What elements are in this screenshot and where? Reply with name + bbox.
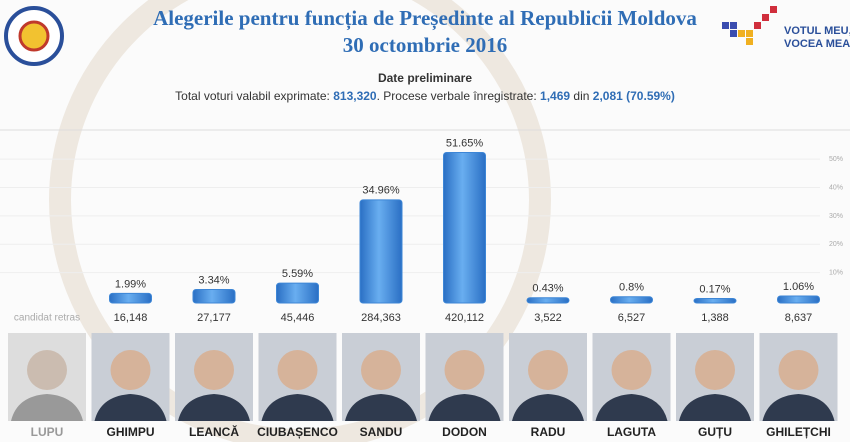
- candidate-name: GHILEȚCHI: [766, 425, 831, 439]
- photo-head: [361, 350, 401, 390]
- stats-value: 2,081: [593, 89, 623, 103]
- photo-head: [444, 350, 485, 390]
- photo-body: [261, 394, 334, 421]
- candidate-photo: [509, 333, 587, 421]
- photo-head: [194, 350, 234, 390]
- y-tick-label: 20%: [829, 241, 843, 248]
- candidate-name: SANDU: [360, 425, 403, 439]
- photo-body: [512, 394, 584, 421]
- value-label: 5.59%: [282, 268, 313, 280]
- bar: [443, 152, 486, 304]
- photo-head: [695, 350, 735, 390]
- y-tick-label: 10%: [829, 269, 843, 276]
- bar: [526, 297, 570, 304]
- y-tick-label: 50%: [829, 156, 843, 163]
- value-label: 1.99%: [115, 278, 146, 290]
- candidate-name: LAGUTA: [607, 425, 656, 439]
- candidate-photo: [8, 333, 86, 421]
- photo-body: [762, 394, 835, 421]
- value-label: 51.65%: [446, 137, 484, 149]
- y-tick-label: 40%: [829, 184, 843, 191]
- vote-count: 8,637: [785, 312, 813, 324]
- photo-body: [178, 394, 250, 421]
- stats-value: (70.59%): [626, 89, 675, 103]
- seal-watermark: [49, 0, 551, 442]
- value-label: 0.8%: [619, 282, 644, 294]
- stats-text: . Procese verbale înregistrate:: [377, 89, 537, 103]
- bar: [610, 296, 653, 304]
- candidate-name: CIUBAȘENCO: [257, 425, 338, 439]
- photo-head: [27, 350, 67, 390]
- photo-body: [679, 394, 751, 421]
- status: Date preliminare: [378, 71, 472, 85]
- logo-dots: [722, 6, 777, 45]
- photo-head: [277, 350, 318, 390]
- vote-count: 6,527: [618, 312, 646, 324]
- candidate-name: GUȚU: [698, 425, 732, 439]
- value-label: 0.43%: [532, 283, 563, 295]
- stats: Total voturi valabil exprimate: 813,320.…: [175, 89, 675, 103]
- vote-count: 45,446: [281, 312, 315, 324]
- date: 30 octombrie 2016: [343, 33, 507, 57]
- vote-count: 420,112: [445, 312, 484, 324]
- bar: [109, 292, 152, 304]
- bar: [276, 282, 319, 304]
- candidate-photo: [342, 333, 420, 421]
- stats-text: din: [573, 89, 589, 103]
- vote-count: 284,363: [361, 312, 401, 324]
- photo-head: [611, 350, 652, 390]
- candidate-photo: [425, 333, 504, 421]
- bar: [359, 199, 403, 304]
- photo-body: [428, 394, 501, 421]
- photo-body: [11, 394, 83, 421]
- vote-count: 1,388: [701, 312, 729, 324]
- candidate-name: RADU: [531, 425, 566, 439]
- stats-value: 1,469: [540, 89, 570, 103]
- logo-cec-center: [18, 20, 50, 52]
- vote-count: 3,522: [534, 312, 562, 324]
- candidate-name: LUPU: [31, 425, 64, 439]
- vote-count: 27,177: [197, 312, 231, 324]
- candidate-name: LEANCĂ: [189, 424, 239, 439]
- candidate-photo: [258, 333, 337, 421]
- photo-body: [595, 394, 668, 421]
- value-label: 34.96%: [362, 185, 400, 197]
- bar: [192, 289, 236, 304]
- stats-text: Total voturi valabil exprimate:: [175, 89, 330, 103]
- candidate-photo: [592, 333, 671, 421]
- bar: [777, 295, 820, 304]
- photo-body: [94, 394, 167, 421]
- photo-body: [345, 394, 417, 421]
- candidate-photo: [676, 333, 754, 421]
- value-label: 0.17%: [699, 283, 730, 295]
- value-label: 3.34%: [198, 274, 229, 286]
- slogan: VOCEA MEA!: [784, 38, 850, 50]
- candidate-photo: [175, 333, 253, 421]
- title: Alegerile pentru funcția de Președinte a…: [153, 6, 697, 31]
- photo-head: [528, 350, 568, 390]
- candidate-photo: [759, 333, 838, 421]
- value-label: 1.06%: [783, 281, 814, 293]
- bar: [693, 298, 737, 304]
- slogan: VOTUL MEU,: [784, 25, 850, 37]
- photo-head: [110, 350, 151, 390]
- candidate-name: GHIMPU: [107, 425, 155, 439]
- y-tick-label: 30%: [829, 213, 843, 220]
- stats-value: 813,320: [333, 89, 377, 103]
- vote-count: 16,148: [114, 312, 148, 324]
- vote-count: candidat retras: [14, 313, 80, 324]
- photo-head: [778, 350, 819, 390]
- candidate-name: DODON: [442, 425, 487, 439]
- candidate-photo: [91, 333, 170, 421]
